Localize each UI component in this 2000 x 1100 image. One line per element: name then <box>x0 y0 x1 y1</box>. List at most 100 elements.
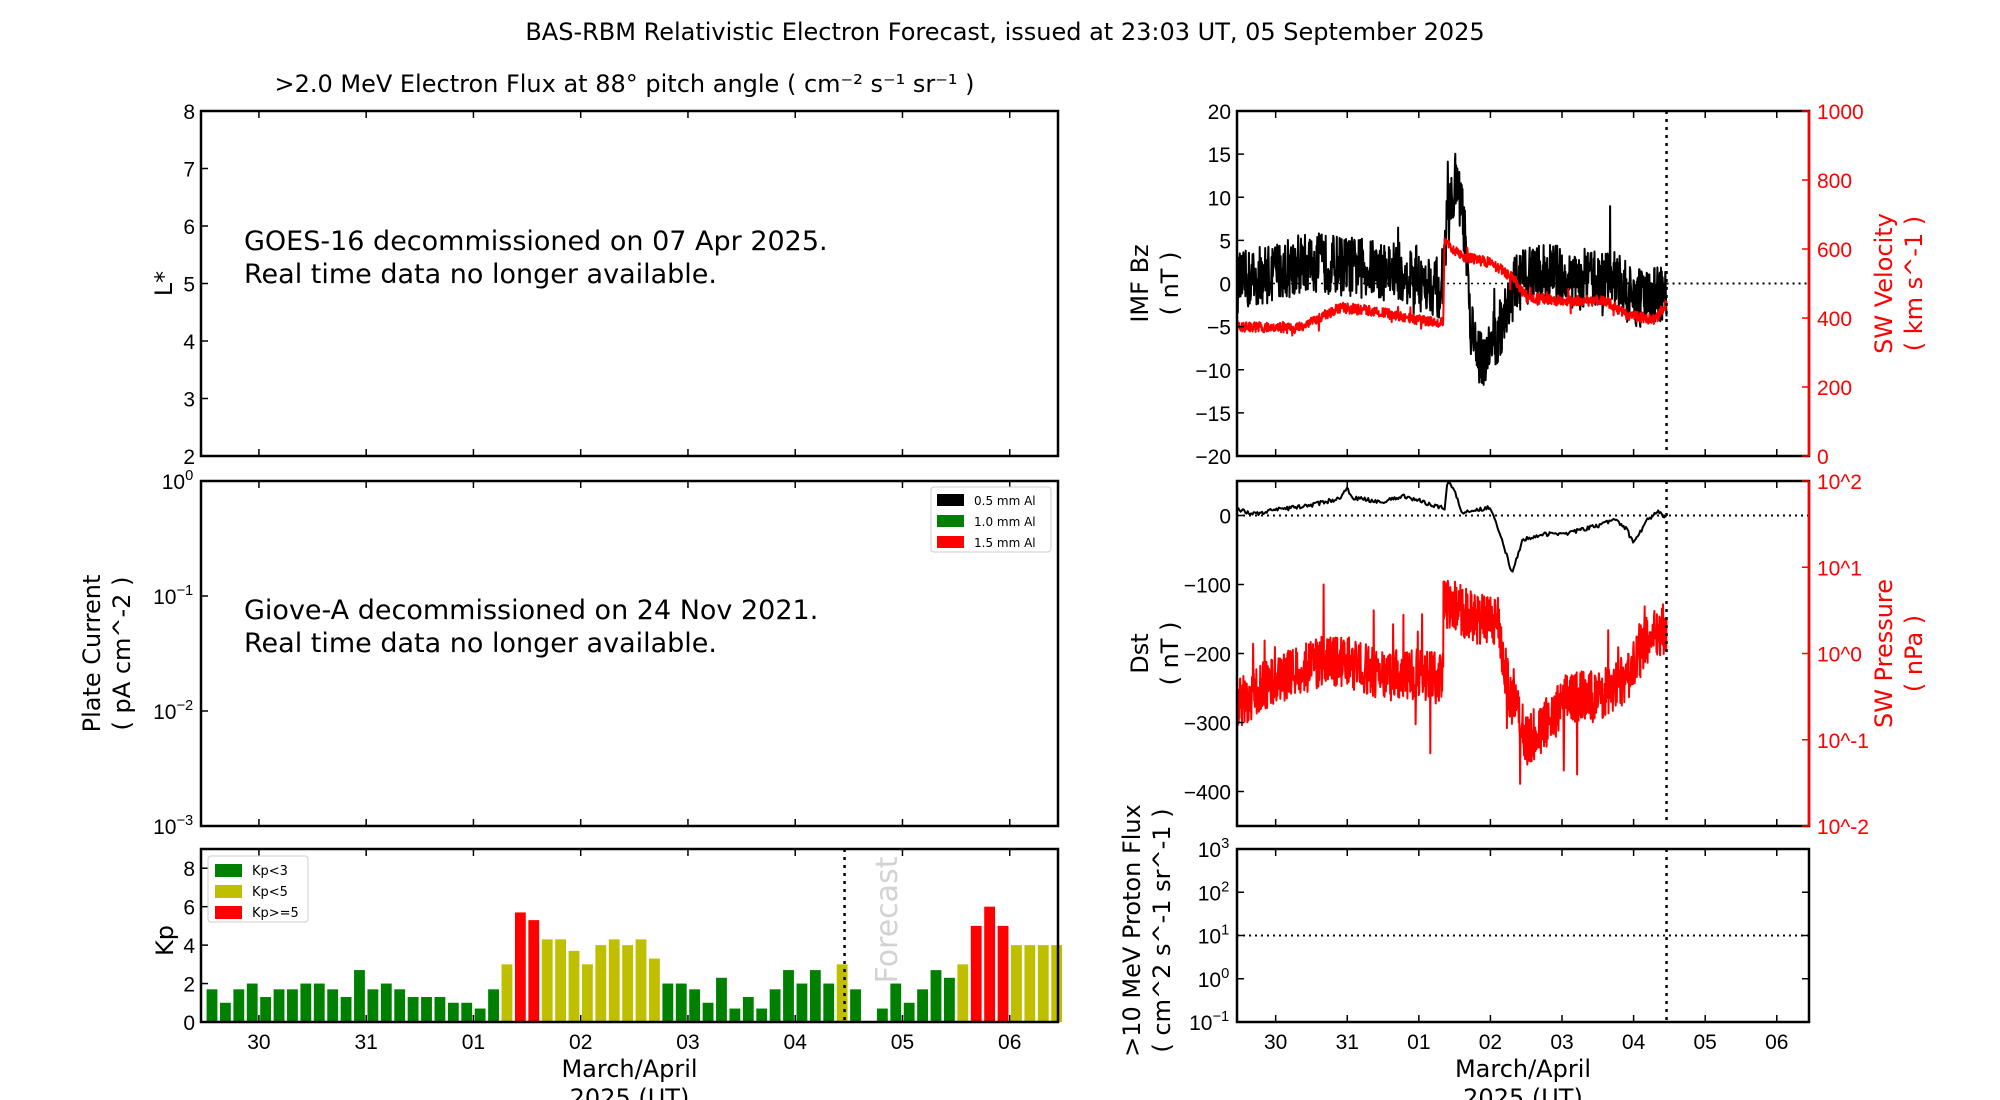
electron-flux-ylabel: L* <box>150 271 178 296</box>
kp-bar-forecast <box>984 906 996 1022</box>
kp-bar-observed <box>287 989 298 1022</box>
x-tick-label: 04 <box>1622 1031 1646 1054</box>
kp-bar-observed <box>742 997 754 1022</box>
decommission-message: GOES-16 decommissioned on 07 Apr 2025. <box>244 226 828 257</box>
text-part: 15 <box>1208 144 1231 167</box>
kp-bar-observed <box>541 939 553 1022</box>
y-tick-label: 100 <box>1198 966 1231 992</box>
superscript: 3 <box>1221 836 1229 852</box>
legend-swatch <box>937 494 964 506</box>
y-tick-label: 4 <box>183 331 195 354</box>
x-tick-label: 30 <box>1264 1031 1287 1054</box>
superscript: 1 <box>1221 923 1229 939</box>
plate-current-ylabel: Plate Current( pA cm^-2 ) <box>78 575 136 733</box>
text-part: ( nPa ) <box>1900 615 1928 692</box>
y-tick-label: 20 <box>1208 101 1231 124</box>
y-tick-label: 10^2 <box>1817 471 1862 494</box>
kp-bar-observed <box>823 983 835 1022</box>
axis-label-line: Plate Current <box>78 575 106 733</box>
kp-ylabel: Kp <box>151 925 179 956</box>
text-part: 3 <box>183 389 195 412</box>
text-part: 600 <box>1817 239 1852 262</box>
kp-bar-observed <box>246 983 258 1022</box>
text-part: Kp <box>151 925 179 956</box>
text-part: 10 <box>162 471 185 494</box>
y-tick-label: 10−1 <box>1189 1009 1231 1035</box>
text-part: 400 <box>1817 308 1852 331</box>
text-part: 10 <box>1198 926 1221 949</box>
decommission-message: Real time data no longer available. <box>244 628 717 659</box>
text-part: 10 <box>153 586 176 609</box>
axis-label-line: SW Pressure <box>1870 579 1898 728</box>
y-tick-label: 7 <box>183 159 195 182</box>
text-part: −300 <box>1184 713 1231 736</box>
y-tick-label: 103 <box>1198 836 1231 862</box>
x-tick-label: 05 <box>1694 1031 1717 1054</box>
y-tick-label: −400 <box>1184 782 1231 805</box>
y-tick-label: 102 <box>1198 879 1231 905</box>
x-tick-label: 31 <box>1336 1031 1359 1054</box>
kp-bar-observed <box>917 989 929 1022</box>
kp-bar-observed <box>689 989 701 1022</box>
kp-bar-observed <box>273 989 285 1022</box>
y-tick-label: −20 <box>1195 446 1231 469</box>
kp-bar-observed <box>662 983 674 1022</box>
y-tick-label: −100 <box>1184 575 1231 598</box>
axis-label-line: Kp <box>151 925 179 956</box>
x-tick-label: 04 <box>784 1031 808 1054</box>
baseline <box>193 471 195 494</box>
x-tick-label: 05 <box>891 1031 914 1054</box>
legend-swatch <box>937 515 964 527</box>
text-part: 20 <box>1208 101 1231 124</box>
text-part: 0 <box>183 1012 195 1035</box>
kp-bar-observed <box>233 989 245 1022</box>
kp-bar-forecast <box>997 925 1009 1022</box>
axis-label-line: >10 MeV Proton Flux <box>1118 804 1146 1057</box>
kp-bar-observed <box>756 1008 768 1022</box>
kp-bar-observed <box>729 1008 741 1022</box>
baseline <box>1229 882 1231 905</box>
x-axis-label: 2025 (UT) <box>570 1084 690 1100</box>
legend-label: 1.0 mm Al <box>974 515 1036 529</box>
forecast-label: Forecast <box>870 856 905 983</box>
y-tick-label: 0 <box>183 1012 195 1035</box>
text-part: 4 <box>183 331 195 354</box>
superscript: −1 <box>176 583 193 599</box>
y-tick-label: −15 <box>1195 403 1231 426</box>
y-tick-label: 10−1 <box>153 583 195 609</box>
baseline <box>193 586 195 609</box>
y-tick-label: 10^-2 <box>1817 816 1869 839</box>
y-tick-label: 2 <box>183 446 195 469</box>
y-tick-label: 6 <box>183 897 195 920</box>
y-tick-label: 10 <box>1208 187 1231 210</box>
text-part: 800 <box>1817 170 1852 193</box>
superscript: 0 <box>185 468 193 484</box>
y-tick-label: 600 <box>1817 239 1852 262</box>
kp-bar-observed <box>943 977 955 1022</box>
kp-bar-observed <box>809 970 821 1022</box>
kp-bar-observed <box>474 1008 486 1022</box>
text-part: 7 <box>183 159 195 182</box>
kp-bar-forecast <box>957 964 969 1022</box>
text-part: Dst <box>1126 633 1154 673</box>
legend-label: Kp<3 <box>252 864 288 879</box>
baseline <box>193 701 195 724</box>
text-part: 8 <box>183 101 195 124</box>
kp-bar-observed <box>461 1002 473 1022</box>
sw-pressure-line <box>1236 579 1668 785</box>
kp-bar-forecast <box>1024 945 1036 1022</box>
text-part: 5 <box>183 274 195 297</box>
x-tick-label: 31 <box>354 1031 377 1054</box>
kp-bar-observed <box>407 997 419 1022</box>
y-tick-label: 800 <box>1817 170 1852 193</box>
legend-swatch <box>215 864 242 877</box>
legend-swatch <box>215 885 242 898</box>
kp-bar-forecast <box>1037 945 1049 1022</box>
text-part: −400 <box>1184 782 1231 805</box>
text-part: 0 <box>1219 274 1231 297</box>
kp-bar-observed <box>340 997 352 1022</box>
y-tick-label: 5 <box>183 274 195 297</box>
baseline <box>193 816 195 839</box>
axis-label-line: SW Velocity <box>1870 213 1898 354</box>
